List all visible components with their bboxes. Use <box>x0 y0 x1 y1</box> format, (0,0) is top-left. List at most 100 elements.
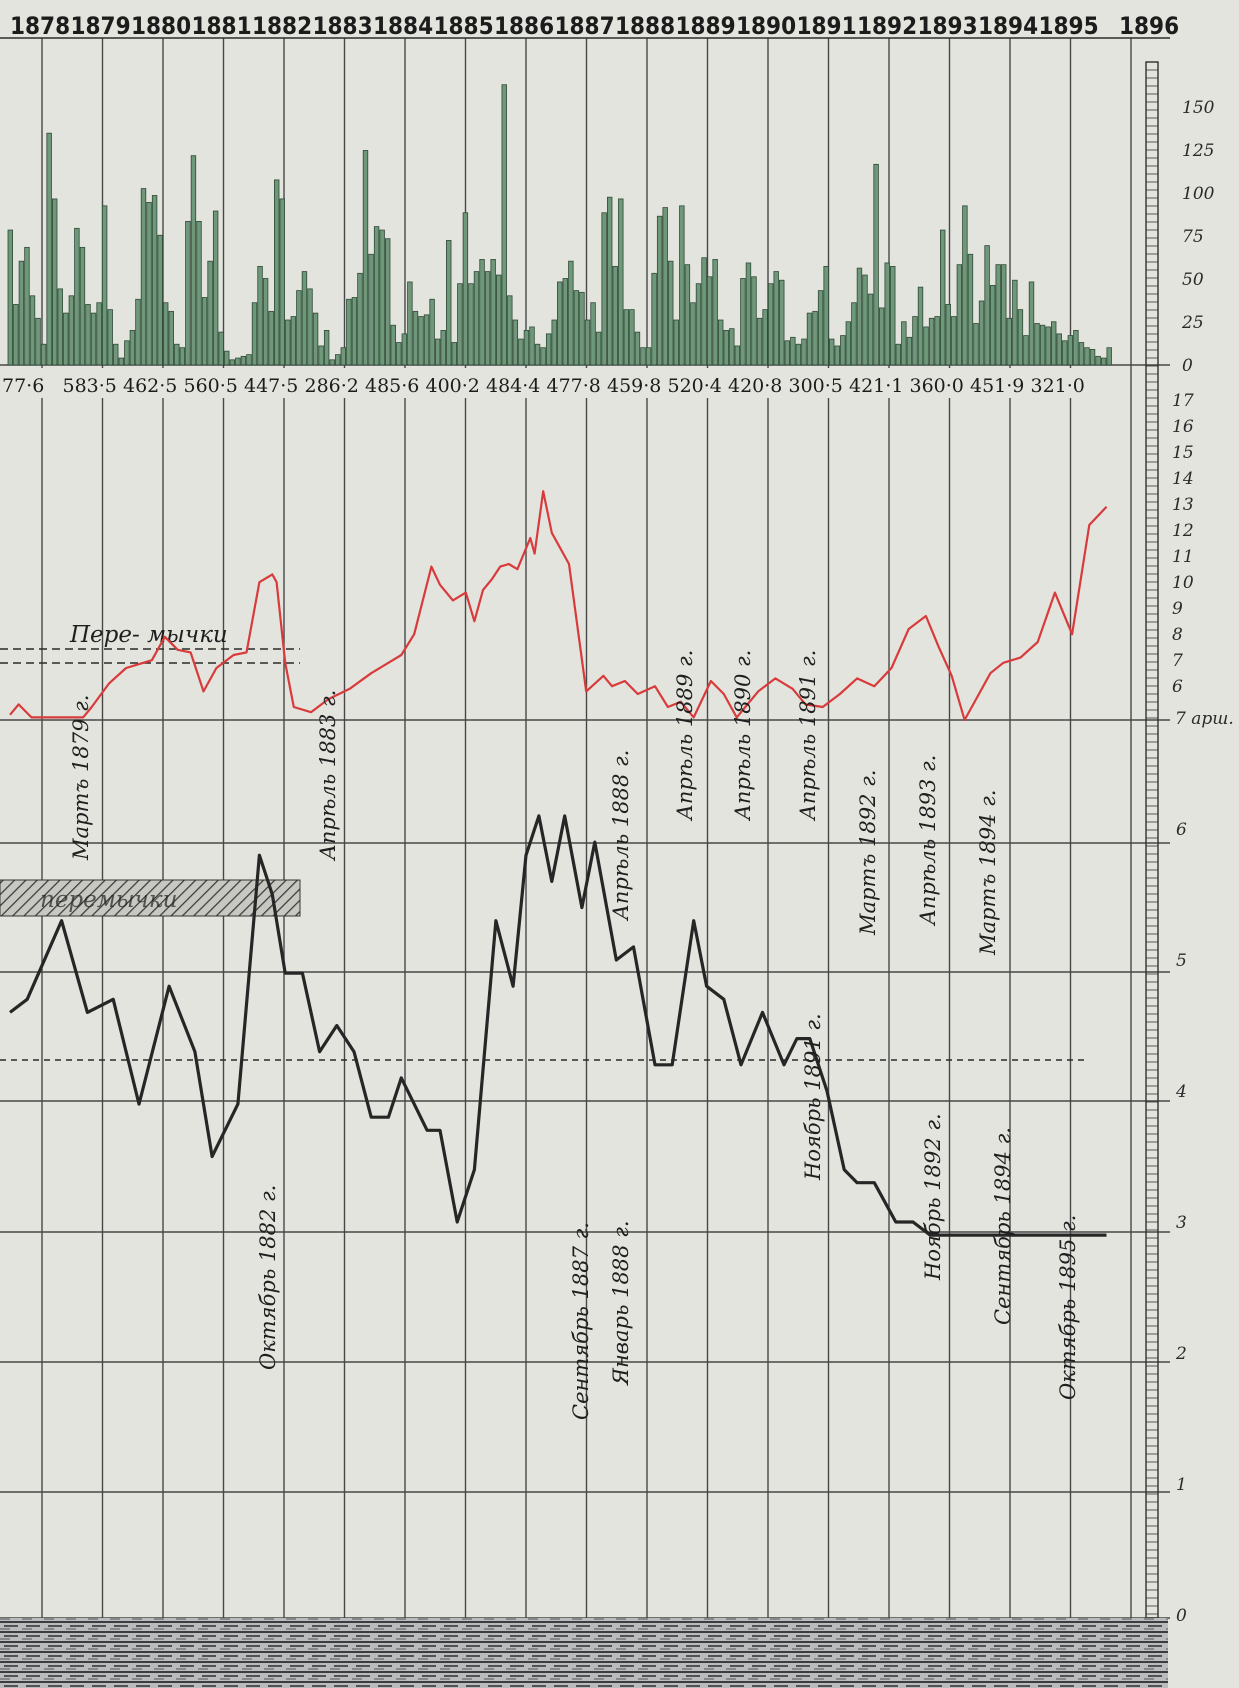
rainfall-bars <box>7 84 1112 366</box>
rainfall-bar <box>18 260 25 366</box>
rainfall-bar <box>407 281 413 366</box>
rainfall-bar <box>917 286 924 366</box>
rainfall-bar <box>1051 321 1057 366</box>
date-annotation: Апрѣль 1888 г. <box>609 750 633 922</box>
rainfall-bar <box>928 317 935 366</box>
rainfall-bar <box>290 316 297 366</box>
rainfall-bar <box>656 215 663 366</box>
rainfall-bar <box>74 227 80 366</box>
rainfall-bar <box>529 326 535 366</box>
rainfall-bar <box>7 229 13 366</box>
rainfall-bar <box>851 302 857 366</box>
rainfall-bar <box>457 283 463 366</box>
rainfall-bar <box>296 290 302 366</box>
bridge-label: Пере- мычки <box>69 622 228 648</box>
rainfall-bar <box>856 267 863 366</box>
rainfall-bar <box>1023 335 1029 366</box>
rainfall-bar <box>218 331 224 366</box>
rainfall-bar <box>29 295 36 366</box>
rainfall-bar <box>1106 347 1112 366</box>
top-axis-tick: 0 <box>1182 356 1193 376</box>
rainfall-bar <box>323 329 330 366</box>
rainfall-bar <box>96 302 102 366</box>
middle-axis-tick: 7 <box>1172 651 1183 671</box>
rainfall-bar <box>695 283 702 366</box>
rainfall-bar <box>396 342 402 366</box>
red-line-path <box>9 490 1108 722</box>
rainfall-bar <box>668 260 674 366</box>
rainfall-bar <box>584 319 591 366</box>
annual-total: 400·2 <box>426 375 480 397</box>
rainfall-bar <box>318 345 324 366</box>
rainfall-bar <box>845 321 852 366</box>
rainfall-bar <box>1089 349 1096 366</box>
rainfall-bar <box>995 264 1001 366</box>
rainfall-bar <box>129 329 136 366</box>
rainfall-bar <box>523 329 530 366</box>
top-axis-tick: 25 <box>1181 313 1204 333</box>
rainfall-bar <box>440 329 446 366</box>
rainfall-bar <box>373 226 380 366</box>
rainfall-bar <box>124 340 130 366</box>
year-label: 1891 <box>797 12 857 40</box>
rainfall-bar <box>673 319 679 366</box>
rainfall-bar <box>24 246 30 366</box>
rainfall-bar <box>446 240 452 366</box>
middle-axis-tick: 16 <box>1172 417 1194 437</box>
rainfall-bar <box>790 336 796 366</box>
rainfall-bar <box>251 302 258 366</box>
rainfall-bar <box>107 309 113 366</box>
rainfall-bar <box>817 290 824 366</box>
rainfall-bar <box>1073 329 1079 366</box>
rainfall-bar <box>1100 357 1107 366</box>
year-label: 1882 <box>252 12 312 40</box>
rainfall-bar <box>390 324 396 366</box>
rainfall-bar <box>1001 264 1007 366</box>
rainfall-bar <box>434 338 441 366</box>
middle-axis-tick: 6 <box>1172 677 1183 697</box>
rainfall-bar <box>812 310 818 366</box>
rainfall-bar <box>701 257 707 366</box>
rainfall-bar <box>1045 326 1051 366</box>
bottom-axis-tick: 4 <box>1175 1082 1187 1102</box>
rainfall-bar <box>495 274 502 366</box>
rainfall-bar <box>1084 347 1090 366</box>
rainfall-bar <box>1028 281 1035 366</box>
ground-strip <box>0 1618 1168 1688</box>
bottom-axis-tick: 0 <box>1176 1606 1187 1626</box>
date-annotation: Ноябрь 1891 г. <box>801 1013 825 1181</box>
rainfall-bar <box>285 319 291 366</box>
rainfall-bar <box>429 298 435 366</box>
rainfall-bar <box>507 295 513 366</box>
year-label: 1886 <box>494 12 554 40</box>
rainfall-bar <box>257 265 263 366</box>
rainfall-bar <box>185 221 191 366</box>
middle-axis-unit: 7 арш. <box>1175 709 1234 729</box>
rainfall-bar <box>52 198 58 366</box>
rainfall-bar <box>140 188 147 366</box>
rainfall-bar <box>984 245 990 366</box>
annual-total: 477·8 <box>547 375 601 397</box>
date-annotation: Мартъ 1892 г. <box>856 770 880 936</box>
top-axis-tick: 50 <box>1182 270 1204 290</box>
rainfall-bar <box>773 271 779 366</box>
rainfall-bar <box>601 212 607 366</box>
rainfall-bar <box>1012 279 1018 366</box>
rainfall-bar <box>412 310 419 366</box>
rainfall-bar <box>795 343 802 366</box>
totals-band <box>0 368 1100 398</box>
rainfall-bar <box>551 319 557 366</box>
rainfall-bar <box>262 278 269 366</box>
rainfall-bar <box>934 316 940 366</box>
annual-total: 321·0 <box>1031 375 1085 397</box>
rainfall-bar <box>890 265 896 366</box>
year-label: 1887 <box>555 12 615 40</box>
rainfall-bar <box>906 336 913 366</box>
black-line-path <box>9 814 1107 1237</box>
rainfall-bar <box>562 278 568 366</box>
rainfall-bar <box>418 316 424 366</box>
rainfall-bar <box>196 221 202 366</box>
rainfall-bar <box>557 281 563 366</box>
year-label: 1881 <box>192 12 252 40</box>
